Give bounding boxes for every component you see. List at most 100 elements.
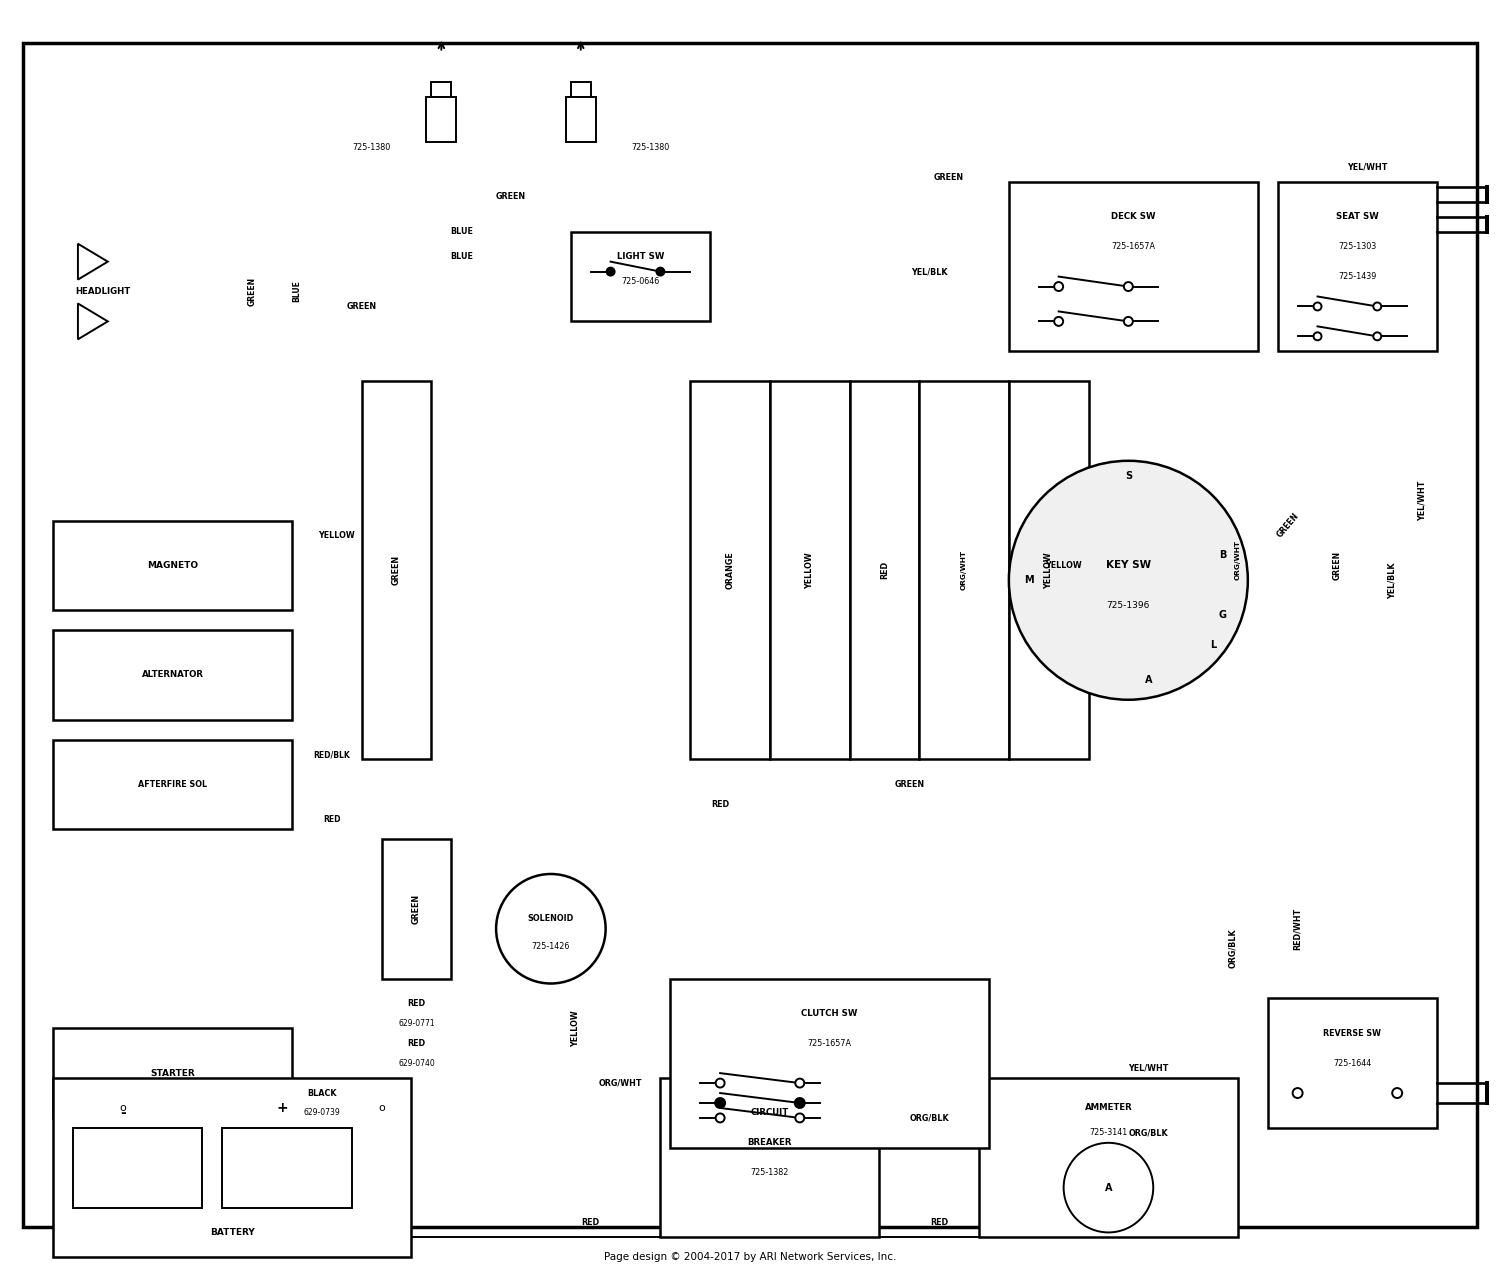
Circle shape [1010, 460, 1248, 700]
Text: GREEN: GREEN [346, 303, 376, 312]
Text: ORG/WHT: ORG/WHT [598, 1078, 642, 1087]
Text: YEL/WHT: YEL/WHT [1128, 1064, 1168, 1073]
Bar [74, 1128, 202, 1208]
Circle shape [1374, 303, 1382, 310]
Text: YELLOW: YELLOW [1044, 553, 1053, 588]
Text: MAGNETO: MAGNETO [147, 560, 198, 569]
Bar [572, 232, 710, 322]
Text: RED: RED [582, 1218, 600, 1227]
Polygon shape [958, 491, 1317, 670]
Text: YELLOW: YELLOW [318, 531, 356, 540]
Text: A: A [1104, 1182, 1112, 1192]
Text: GREEN: GREEN [496, 192, 526, 201]
Polygon shape [78, 244, 108, 279]
Text: RED: RED [408, 999, 426, 1008]
Text: BATTERY: BATTERY [210, 1228, 255, 1237]
Text: +: + [276, 1101, 288, 1115]
Text: Page design © 2004-2017 by ARI Network Services, Inc.: Page design © 2004-2017 by ARI Network S… [604, 1253, 896, 1263]
Text: YELLOW: YELLOW [1046, 560, 1082, 569]
Circle shape [1054, 282, 1064, 291]
Text: BLUE: BLUE [450, 227, 472, 236]
Text: 725-1380: 725-1380 [352, 142, 392, 151]
Text: 725-1380: 725-1380 [632, 142, 669, 151]
Bar [566, 97, 596, 142]
Text: GREEN: GREEN [392, 555, 400, 586]
Text: ALTERNATOR: ALTERNATOR [141, 670, 204, 679]
Text: 725-1426: 725-1426 [531, 942, 570, 951]
Text: YELLOW: YELLOW [806, 553, 814, 588]
Text: LIGHT SW: LIGHT SW [616, 253, 664, 262]
Text: RED/BLK: RED/BLK [314, 750, 350, 759]
Bar [53, 520, 292, 610]
Text: BLUE: BLUE [292, 281, 302, 303]
Circle shape [1064, 1142, 1154, 1232]
Text: B: B [1220, 550, 1227, 560]
Text: RED: RED [408, 1038, 426, 1047]
Text: 725-3141: 725-3141 [1089, 1128, 1128, 1137]
Bar [770, 381, 849, 759]
Text: RED: RED [880, 562, 890, 579]
Circle shape [716, 1078, 724, 1087]
Bar [1010, 182, 1258, 351]
Text: RED: RED [930, 1218, 948, 1227]
Text: 629-0739: 629-0739 [303, 1109, 340, 1118]
Bar [690, 381, 770, 759]
Bar [1268, 999, 1437, 1128]
Bar [426, 97, 456, 142]
Bar [222, 1128, 351, 1208]
Text: GREEN: GREEN [1334, 551, 1342, 579]
Text: AMMETER: AMMETER [1084, 1104, 1132, 1113]
Bar [670, 978, 988, 1147]
Text: BLACK: BLACK [308, 1088, 336, 1097]
Text: ARI: ARI [654, 591, 846, 688]
Text: GREEN: GREEN [413, 894, 422, 924]
Circle shape [716, 1097, 724, 1108]
Text: RED: RED [322, 815, 340, 824]
Bar [53, 629, 292, 719]
Text: CIRCUIT: CIRCUIT [752, 1109, 789, 1118]
Text: A: A [1144, 674, 1152, 685]
Text: ORG/WHT: ORG/WHT [962, 550, 968, 591]
Text: 725-0646: 725-0646 [621, 277, 660, 286]
Bar [432, 82, 451, 97]
Text: RED: RED [711, 800, 729, 809]
Text: ORG/WHT: ORG/WHT [1234, 540, 1240, 581]
Text: G: G [1220, 610, 1227, 620]
Circle shape [795, 1078, 804, 1087]
Text: 725-1657A: 725-1657A [1112, 242, 1155, 251]
Text: ORANGE: ORANGE [726, 551, 735, 590]
Bar [53, 1028, 292, 1118]
Circle shape [1124, 317, 1132, 326]
Text: 629-0740: 629-0740 [398, 1059, 435, 1068]
Text: BREAKER: BREAKER [747, 1138, 792, 1147]
Bar [660, 1078, 879, 1237]
Circle shape [1314, 303, 1322, 310]
Text: 629-0771: 629-0771 [398, 1019, 435, 1028]
Text: STARTER: STARTER [150, 1069, 195, 1078]
Circle shape [496, 874, 606, 983]
Circle shape [795, 1114, 804, 1123]
Text: YELLOW: YELLOW [572, 1010, 580, 1046]
Bar [920, 381, 1010, 759]
Bar [849, 381, 920, 759]
Circle shape [795, 1097, 806, 1108]
Text: GREEN: GREEN [934, 173, 964, 182]
Text: AFTERFIRE SOL: AFTERFIRE SOL [138, 779, 207, 788]
Text: SOLENOID: SOLENOID [528, 914, 574, 923]
Circle shape [1392, 1088, 1402, 1097]
Text: GREEN: GREEN [248, 277, 256, 306]
Text: YEL/WHT: YEL/WHT [1347, 163, 1388, 172]
Text: REVERSE SW: REVERSE SW [1323, 1028, 1382, 1038]
Text: S: S [1125, 470, 1132, 481]
Text: ORG/BLK: ORG/BLK [1128, 1128, 1168, 1137]
Bar [362, 381, 432, 759]
Circle shape [1374, 332, 1382, 340]
Text: YEL/WHT: YEL/WHT [1418, 481, 1426, 520]
Text: 725-1303: 725-1303 [1338, 242, 1377, 251]
Bar [980, 1078, 1238, 1237]
Circle shape [606, 268, 615, 276]
Circle shape [1124, 282, 1132, 291]
Text: 725-1644: 725-1644 [1334, 1059, 1371, 1068]
Bar [53, 740, 292, 829]
Circle shape [657, 268, 664, 276]
